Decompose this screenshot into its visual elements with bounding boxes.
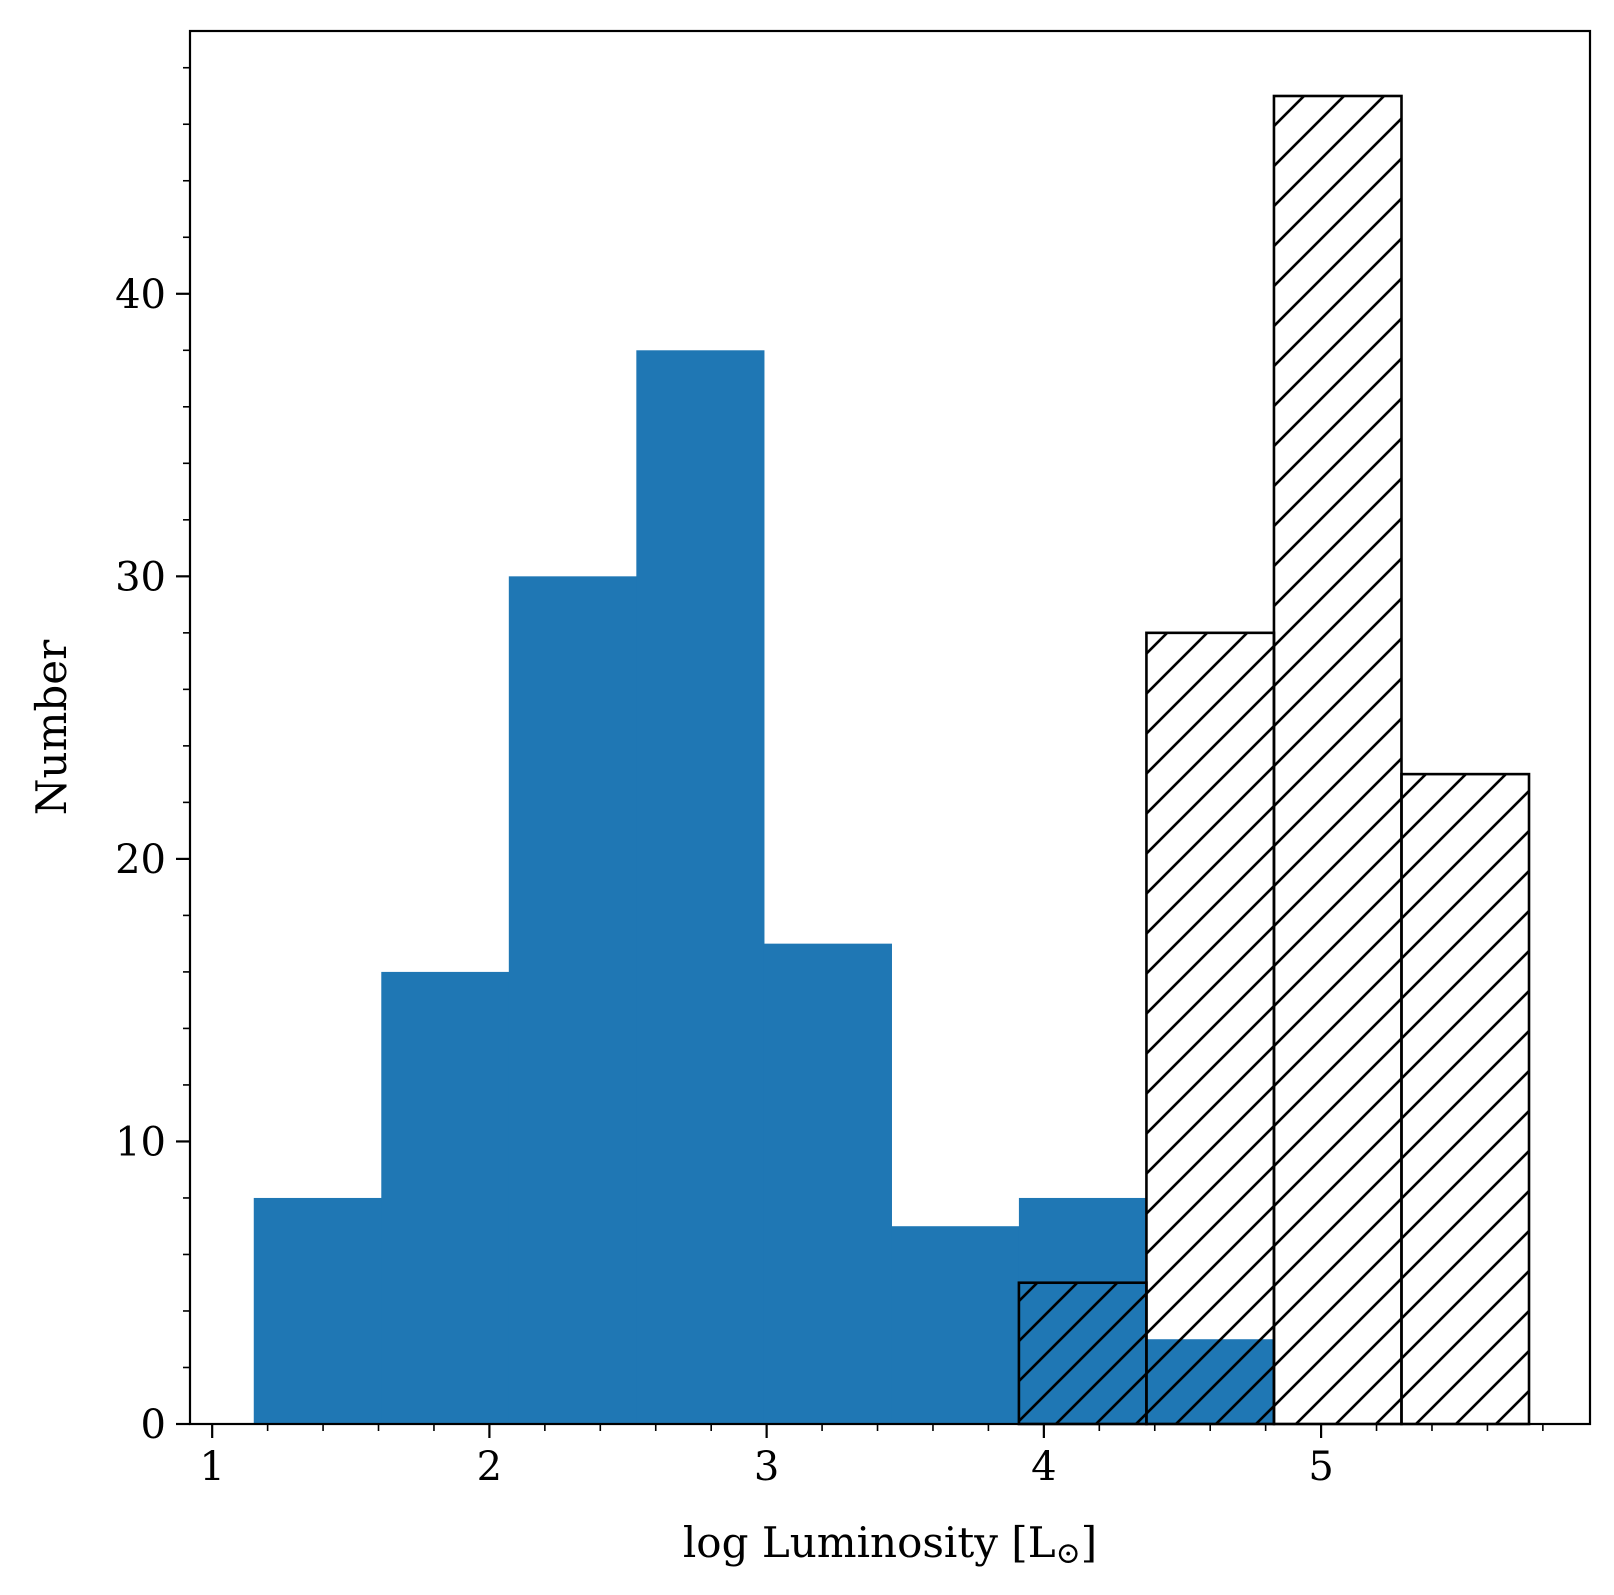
y-tick-label: 30 bbox=[115, 554, 166, 600]
filled-bar bbox=[891, 1226, 1020, 1424]
x-tick-label: 5 bbox=[1308, 1444, 1333, 1490]
axes: 1 2 3 4 5 0 10 20 30 40 bbox=[115, 29, 1592, 1490]
hatched-bar bbox=[1017, 1281, 1148, 1426]
hatched-bar bbox=[1272, 94, 1403, 1426]
filled-bar bbox=[763, 943, 892, 1424]
filled-series bbox=[253, 350, 1275, 1424]
x-tick-label: 1 bbox=[199, 1444, 224, 1490]
hatched-bar bbox=[1400, 772, 1531, 1426]
y-tick-label: 0 bbox=[141, 1402, 166, 1448]
y-tick-label: 40 bbox=[115, 272, 166, 318]
x-axis-label-close: ] bbox=[1081, 1518, 1097, 1567]
x-tick-label: 2 bbox=[477, 1444, 502, 1490]
y-tick-label: 20 bbox=[115, 837, 166, 883]
hatched-series bbox=[1017, 94, 1531, 1426]
x-axis-label-main: log Luminosity [L bbox=[683, 1518, 1056, 1567]
filled-bar bbox=[636, 350, 765, 1424]
y-tick-label: 10 bbox=[115, 1119, 166, 1165]
filled-bar bbox=[381, 971, 510, 1424]
x-tick-label: 4 bbox=[1031, 1444, 1056, 1490]
plot-frame bbox=[188, 29, 1592, 1426]
x-tick-label: 3 bbox=[754, 1444, 779, 1490]
y-axis-label: Number bbox=[27, 639, 76, 815]
x-axis-label: log Luminosity [L⊙] bbox=[683, 1518, 1097, 1571]
x-axis-label-sun-symbol: ⊙ bbox=[1056, 1536, 1081, 1571]
hatched-bar bbox=[1145, 631, 1276, 1426]
filled-bar bbox=[508, 576, 637, 1424]
filled-bar bbox=[253, 1197, 382, 1424]
